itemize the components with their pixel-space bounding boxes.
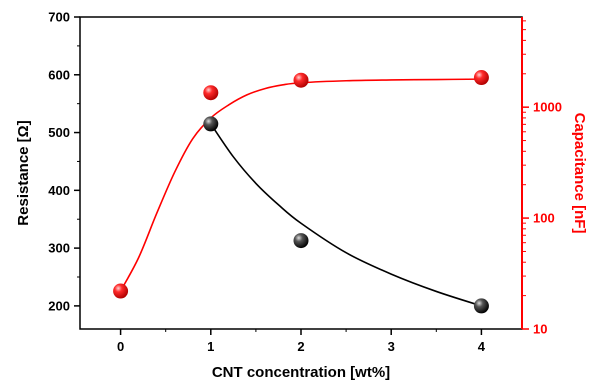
right-y-axis-title: Capacitance [nF] [571,113,588,234]
capacitance-point [203,85,219,101]
x-tick-label: 4 [478,339,486,354]
right-y-tick-label: 100 [533,211,555,226]
data-points [113,70,489,314]
x-axis: 0 1 2 3 4 [117,329,486,354]
fit-curves [119,78,482,307]
capacitance-fit-curve [119,78,482,292]
x-tick-label: 0 [117,339,124,354]
right-y-tick-label: 10 [533,322,547,337]
resistance-point [473,298,489,314]
left-y-tick-label: 600 [48,67,70,82]
x-tick-label: 3 [388,339,395,354]
right-y-tick-label: 1000 [533,100,562,115]
x-tick-label: 2 [297,339,304,354]
left-y-tick-label: 200 [48,298,70,313]
plot-frame [79,16,523,330]
capacitance-point [293,72,309,88]
capacitance-point [113,283,129,299]
left-y-tick-label: 700 [48,10,70,25]
left-y-tick-label: 300 [48,241,70,256]
left-y-tick-label: 400 [48,183,70,198]
right-y-axis: 10 100 1000 [522,20,562,337]
left-y-axis-title: Resistance [Ω] [15,120,32,225]
capacitance-point [473,70,489,86]
resistance-fit-curve [210,123,482,307]
left-y-axis: 200 300 400 500 600 700 [48,10,80,313]
x-tick-label: 1 [207,339,214,354]
left-y-tick-label: 500 [48,125,70,140]
resistance-point [293,233,309,249]
resistance-point [203,116,219,132]
x-axis-title: CNT concentration [wt%] [212,364,390,381]
